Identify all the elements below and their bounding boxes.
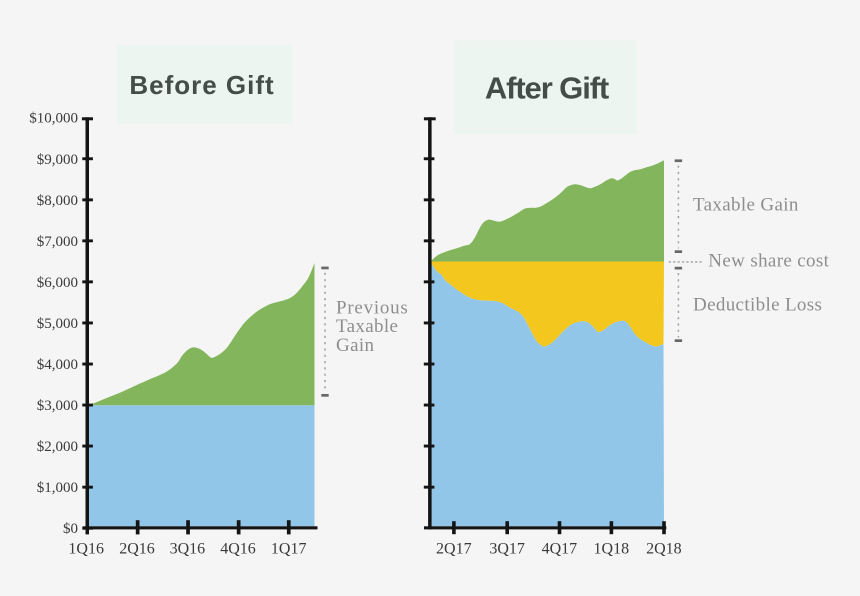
- svg-text:$4,000: $4,000: [37, 357, 78, 373]
- svg-text:$0: $0: [63, 521, 78, 537]
- svg-text:4Q16: 4Q16: [220, 541, 256, 558]
- svg-text:3Q16: 3Q16: [170, 541, 206, 558]
- svg-text:$2,000: $2,000: [37, 439, 78, 455]
- svg-text:$9,000: $9,000: [37, 152, 78, 168]
- svg-text:3Q17: 3Q17: [489, 541, 525, 558]
- svg-text:Before Gift: Before Gift: [129, 70, 274, 100]
- svg-text:New share cost: New share cost: [708, 250, 829, 271]
- svg-text:$1,000: $1,000: [37, 480, 78, 496]
- svg-text:4Q17: 4Q17: [542, 541, 578, 558]
- svg-text:Deductible Loss: Deductible Loss: [693, 294, 822, 315]
- svg-text:1Q17: 1Q17: [271, 541, 307, 558]
- svg-text:2Q16: 2Q16: [119, 541, 155, 558]
- svg-text:$5,000: $5,000: [37, 316, 78, 332]
- svg-text:2Q17: 2Q17: [436, 541, 472, 558]
- svg-text:Taxable Gain: Taxable Gain: [693, 194, 799, 215]
- svg-text:$7,000: $7,000: [37, 234, 78, 250]
- svg-text:1Q18: 1Q18: [594, 541, 630, 558]
- svg-text:$3,000: $3,000: [37, 398, 78, 414]
- svg-text:$10,000: $10,000: [29, 111, 78, 127]
- svg-text:$6,000: $6,000: [37, 275, 78, 291]
- svg-text:Previous: Previous: [336, 297, 409, 318]
- svg-text:$8,000: $8,000: [37, 193, 78, 209]
- svg-text:Taxable: Taxable: [336, 316, 398, 337]
- svg-text:Gain: Gain: [336, 335, 374, 356]
- svg-text:After Gift: After Gift: [485, 71, 609, 106]
- svg-text:2Q18: 2Q18: [646, 541, 682, 558]
- svg-text:1Q16: 1Q16: [68, 541, 104, 558]
